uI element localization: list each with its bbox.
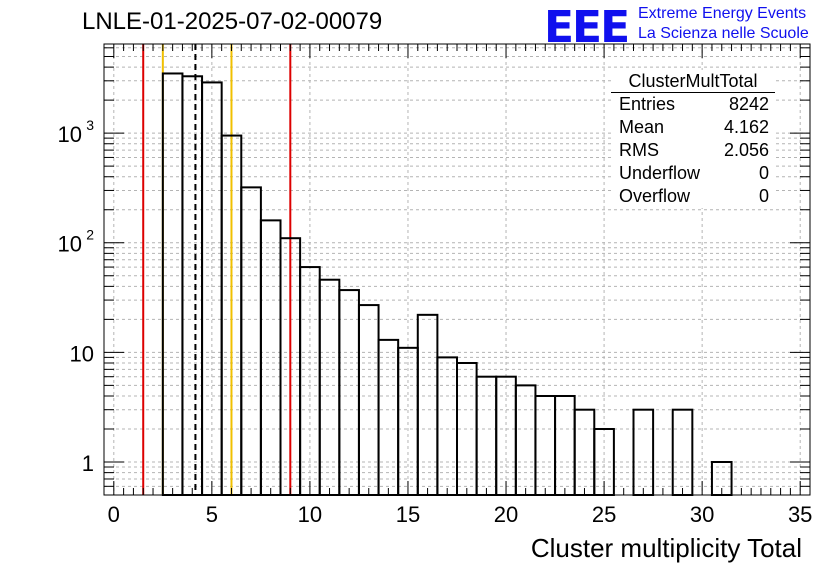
histogram-bin: [357, 304, 380, 496]
histogram-bin: [573, 408, 596, 497]
chart-title: LNLE-01-2025-07-02-00079: [82, 8, 383, 35]
x-tick-label: 5: [206, 502, 218, 527]
stats-label: Mean: [619, 117, 665, 137]
histogram-bin: [436, 356, 458, 497]
stats-row-overflow: Overflow 0: [611, 185, 775, 208]
stats-box: ClusterMultTotal Entries 8242 Mean 4.162…: [611, 70, 775, 208]
stats-label: RMS: [619, 140, 659, 160]
x-tick-label: 25: [592, 502, 616, 527]
histogram-bin: [318, 278, 341, 496]
x-tick-label: 35: [788, 502, 812, 527]
histogram-bin: [338, 289, 360, 496]
x-tick-label: 30: [690, 502, 714, 527]
x-axis-label: Cluster multiplicity Total: [530, 533, 802, 563]
y-tick-label: 10: [70, 341, 94, 366]
stats-value: 0: [758, 163, 769, 183]
logo-caption-line2: La Scienza nelle Scuole: [638, 25, 809, 42]
stats-row-entries: Entries 8242: [611, 93, 775, 116]
stats-value: 4.162: [723, 117, 769, 137]
y-tick-exponent: 2: [86, 227, 94, 243]
histogram-bin: [240, 186, 262, 497]
eee-logo: EEE: [544, 2, 630, 53]
logo-caption-line1: Extreme Energy Events: [638, 5, 807, 22]
histogram-bin: [181, 75, 204, 497]
histogram-bin: [475, 375, 498, 497]
histogram-bin: [632, 408, 655, 497]
stats-value: 2.056: [723, 140, 769, 160]
y-tick-label: 10: [58, 232, 82, 257]
stats-row-underflow: Underflow 0: [611, 162, 775, 185]
histogram-bin: [201, 81, 223, 497]
x-tick-label: 20: [494, 502, 518, 527]
x-tick-label: 10: [298, 502, 322, 527]
stats-row-rms: RMS 2.056: [611, 139, 775, 162]
stats-title: ClusterMultTotal: [611, 70, 775, 93]
stats-label: Overflow: [619, 186, 691, 206]
histogram-bin: [161, 72, 184, 497]
histogram-bin: [259, 219, 282, 496]
marker-lines: [142, 44, 292, 495]
y-tick-label: 1: [82, 451, 94, 476]
y-tick-exponent: 3: [86, 117, 94, 133]
histogram-bin: [534, 394, 557, 496]
histogram-bin: [671, 408, 694, 497]
x-tick-label: 0: [108, 502, 120, 527]
stats-row-mean: Mean 4.162: [611, 116, 775, 139]
stats-value: 8242: [728, 94, 769, 114]
stats-label: Entries: [619, 94, 676, 114]
y-tick-label: 10: [58, 122, 82, 147]
histogram-bin: [416, 313, 439, 496]
stats-label: Underflow: [619, 163, 701, 183]
histogram-bin: [554, 394, 576, 496]
x-tick-label: 15: [396, 502, 420, 527]
stats-value: 0: [758, 186, 769, 206]
axis-ticks: [103, 44, 811, 496]
